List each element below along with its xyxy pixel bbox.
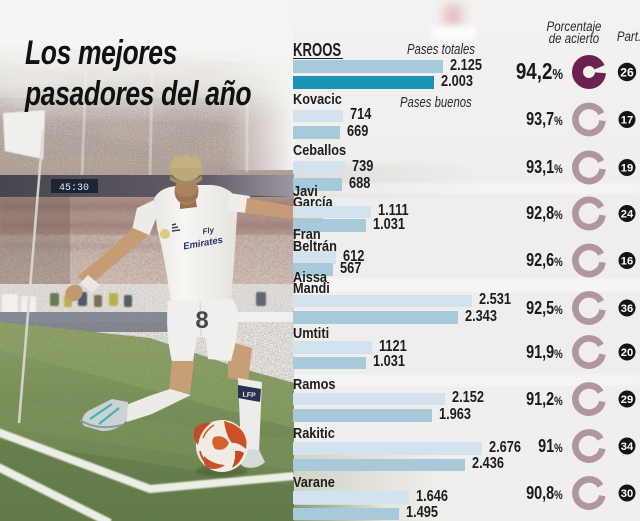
svg-text:19: 19 xyxy=(621,163,633,175)
svg-text:8: 8 xyxy=(195,307,208,334)
svg-text:45:30: 45:30 xyxy=(59,183,89,194)
svg-text:34: 34 xyxy=(621,441,634,453)
svg-text:17: 17 xyxy=(621,115,633,127)
svg-text:24: 24 xyxy=(621,209,634,221)
svg-text:20: 20 xyxy=(621,347,633,359)
svg-text:16: 16 xyxy=(621,256,633,268)
svg-text:29: 29 xyxy=(621,394,633,406)
svg-text:30: 30 xyxy=(621,488,633,500)
svg-text:26: 26 xyxy=(620,65,634,79)
svg-text:Fly: Fly xyxy=(202,225,215,236)
svg-text:36: 36 xyxy=(621,303,633,315)
svg-text:LFP: LFP xyxy=(242,392,256,400)
